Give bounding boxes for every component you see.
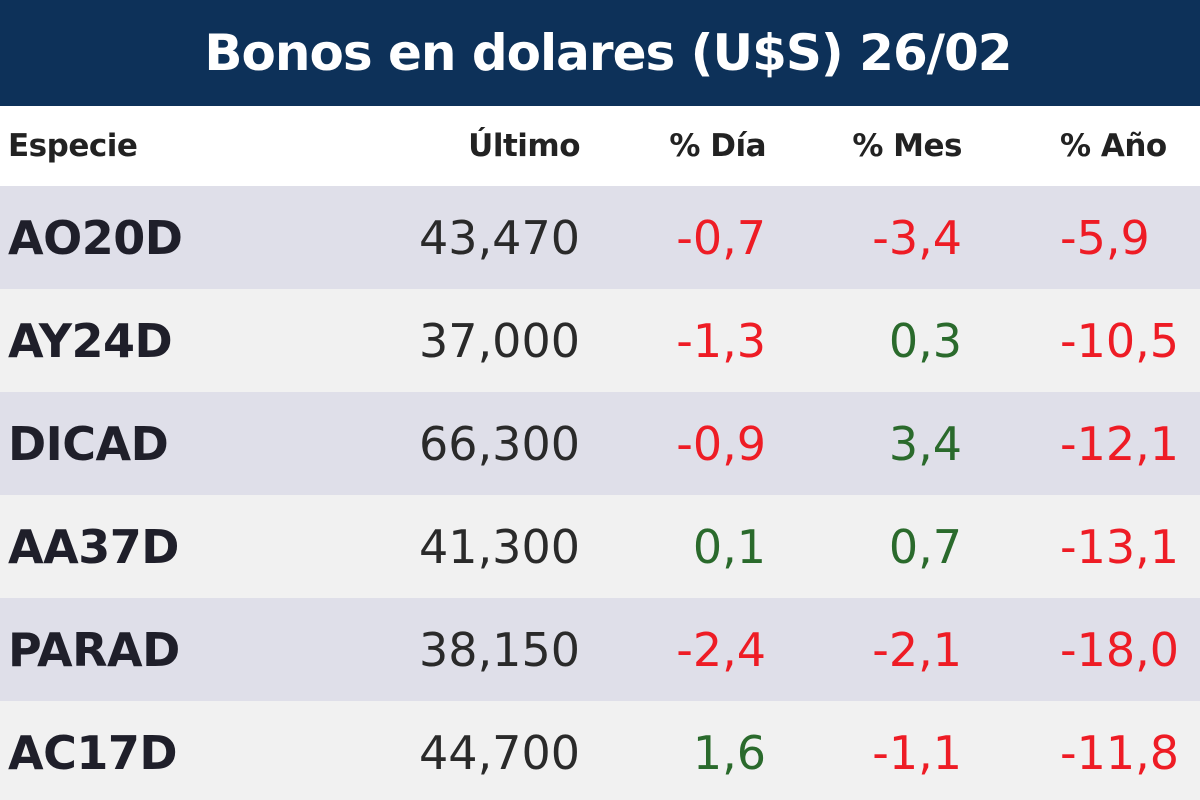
header-ultimo: Último	[468, 128, 580, 164]
cell-ultimo: 41,300	[419, 519, 580, 574]
table-row: PARAD 38,150 -2,4 -2,1 -18,0	[0, 598, 1200, 701]
table-row: AA37D 41,300 0,1 0,7 -13,1	[0, 495, 1200, 598]
cell-dia: -0,9	[676, 416, 766, 471]
cell-mes: 0,3	[888, 313, 962, 368]
header-dia: % Día	[669, 128, 766, 164]
cell-mes: 3,4	[888, 416, 962, 471]
cell-especie: PARAD	[8, 622, 180, 677]
table-title: Bonos en dolares (U$S) 26/02	[204, 24, 1012, 82]
cell-ano: -18,0	[1060, 622, 1180, 677]
table-row: AY24D 37,000 -1,3 0,3 -10,5	[0, 289, 1200, 392]
cell-dia: 0,1	[692, 519, 766, 574]
cell-dia: -1,3	[676, 313, 766, 368]
cell-mes: -1,1	[872, 725, 962, 780]
cell-ultimo: 37,000	[419, 313, 580, 368]
cell-especie: AC17D	[8, 725, 178, 780]
header-mes: % Mes	[852, 128, 962, 164]
cell-ano: -10,5	[1060, 313, 1180, 368]
cell-mes: 0,7	[888, 519, 962, 574]
cell-especie: AA37D	[8, 519, 179, 574]
cell-dia: -2,4	[676, 622, 766, 677]
cell-mes: -3,4	[872, 210, 962, 265]
title-bar: Bonos en dolares (U$S) 26/02	[0, 0, 1200, 106]
cell-mes: -2,1	[872, 622, 962, 677]
cell-ultimo: 44,700	[419, 725, 580, 780]
cell-dia: 1,6	[692, 725, 766, 780]
table-row: AO20D 43,470 -0,7 -3,4 -5,9	[0, 186, 1200, 289]
cell-dia: -0,7	[676, 210, 766, 265]
table-row: AC17D 44,700 1,6 -1,1 -11,8	[0, 701, 1200, 800]
cell-ultimo: 38,150	[419, 622, 580, 677]
cell-especie: DICAD	[8, 416, 169, 471]
cell-ultimo: 66,300	[419, 416, 580, 471]
table-row: DICAD 66,300 -0,9 3,4 -12,1	[0, 392, 1200, 495]
cell-ano: -13,1	[1060, 519, 1180, 574]
header-especie: Especie	[8, 128, 138, 164]
cell-especie: AO20D	[8, 210, 183, 265]
cell-ultimo: 43,470	[419, 210, 580, 265]
cell-ano: -12,1	[1060, 416, 1180, 471]
cell-ano: -5,9	[1060, 210, 1150, 265]
column-header-row: Especie Último % Día % Mes % Año	[0, 106, 1200, 186]
cell-especie: AY24D	[8, 313, 173, 368]
cell-ano: -11,8	[1060, 725, 1180, 780]
header-ano: % Año	[1060, 128, 1167, 164]
